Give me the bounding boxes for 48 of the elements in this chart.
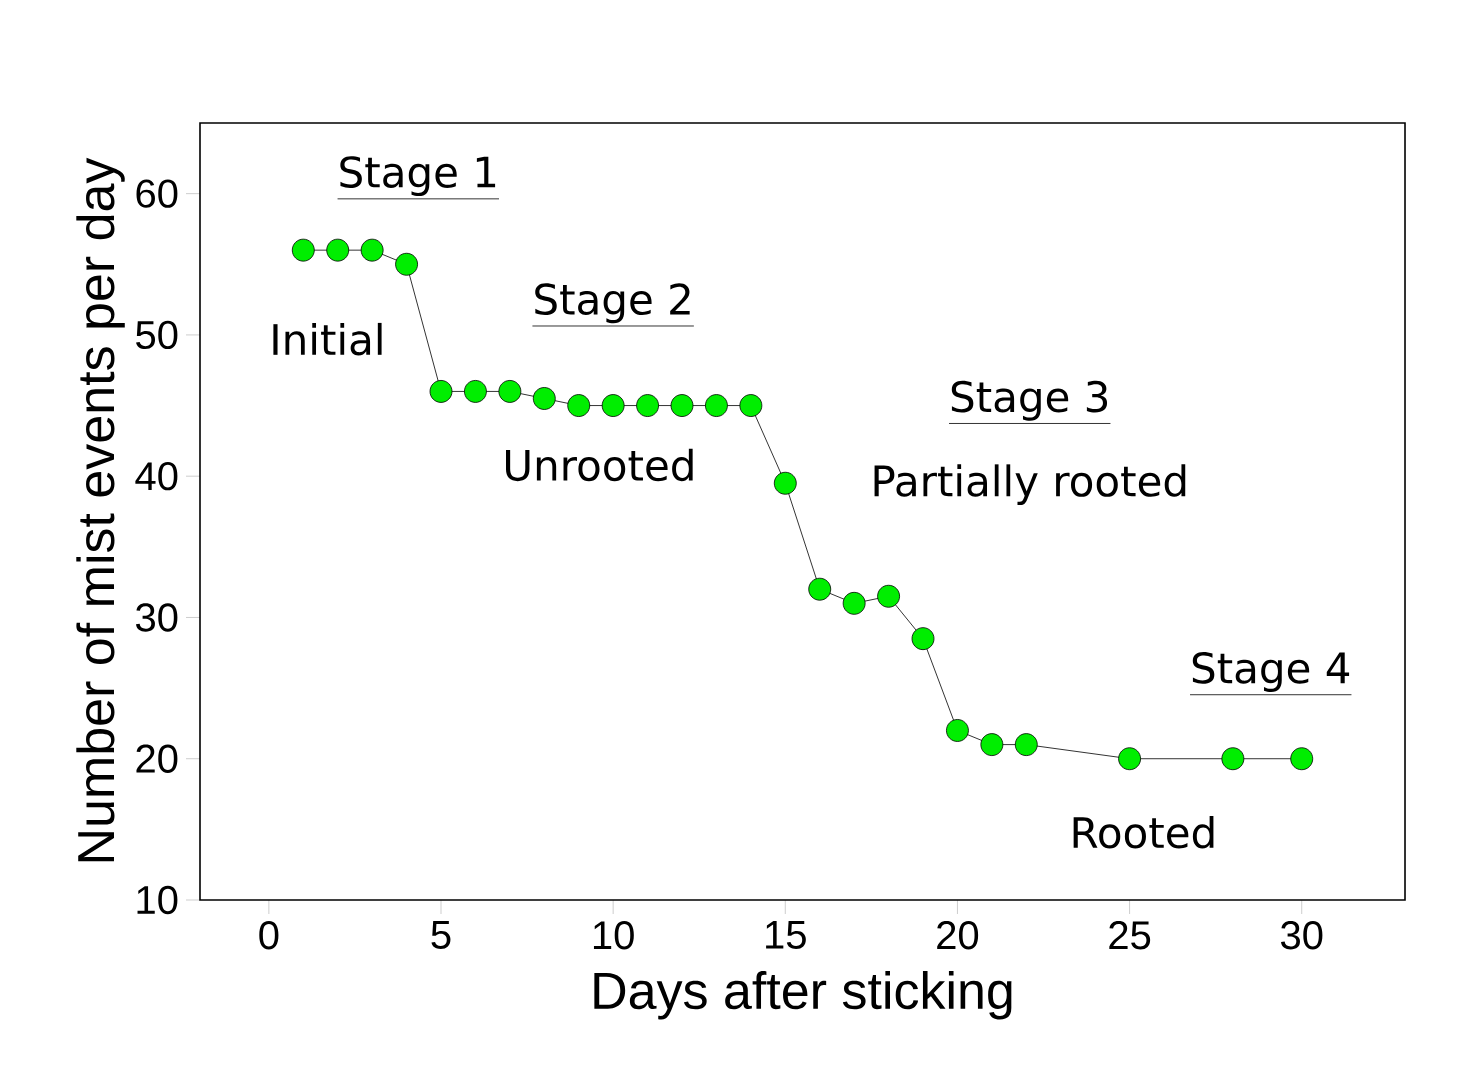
x-tick-label: 25 xyxy=(1109,921,1151,950)
point xyxy=(395,252,418,276)
point xyxy=(567,394,591,417)
y-tick-label: 50 xyxy=(136,320,178,350)
point xyxy=(773,471,797,495)
point xyxy=(1014,733,1038,756)
point xyxy=(911,627,935,651)
y-tick-label: 10 xyxy=(137,885,178,915)
point xyxy=(532,387,556,410)
point xyxy=(464,380,487,403)
point xyxy=(601,394,625,417)
point xyxy=(1290,747,1314,771)
point xyxy=(946,719,969,742)
point xyxy=(1118,747,1141,771)
y-tick-label: 30 xyxy=(136,603,178,632)
point xyxy=(498,380,522,403)
annotation: Stage 3 xyxy=(951,380,1108,421)
point xyxy=(842,591,866,615)
y-tick-label: 40 xyxy=(135,462,178,491)
annotation: Rooted xyxy=(1073,815,1214,849)
point xyxy=(429,380,453,403)
x-tick-label: 10 xyxy=(593,921,634,950)
annotation: Stage 4 xyxy=(1192,652,1350,692)
x-tick-label: 15 xyxy=(766,921,806,949)
point xyxy=(739,394,763,417)
x-axis-title: Days after sticking xyxy=(594,971,1012,1020)
annotation: Stage 2 xyxy=(535,283,690,324)
annotation: Unrooted xyxy=(506,448,693,482)
point xyxy=(980,733,1004,756)
point xyxy=(808,577,832,601)
point xyxy=(291,238,315,262)
annotation: Stage 1 xyxy=(340,156,496,197)
point xyxy=(636,394,659,417)
point xyxy=(326,238,350,262)
annotation: Initial xyxy=(273,322,382,356)
annotation: Partially rooted xyxy=(874,464,1186,505)
y-tick-label: 20 xyxy=(136,744,178,773)
x-tick-label: 0 xyxy=(259,921,279,950)
point xyxy=(1221,747,1245,771)
x-tick-label: 5 xyxy=(431,921,451,949)
y-tick-label: 60 xyxy=(136,179,178,208)
x-tick-label: 20 xyxy=(937,921,979,950)
point xyxy=(705,394,728,417)
point xyxy=(360,238,384,262)
x-tick-label: 30 xyxy=(1281,921,1323,950)
y-axis-title: Number of mist events per day xyxy=(76,157,125,862)
point xyxy=(877,584,900,608)
point xyxy=(670,394,694,417)
